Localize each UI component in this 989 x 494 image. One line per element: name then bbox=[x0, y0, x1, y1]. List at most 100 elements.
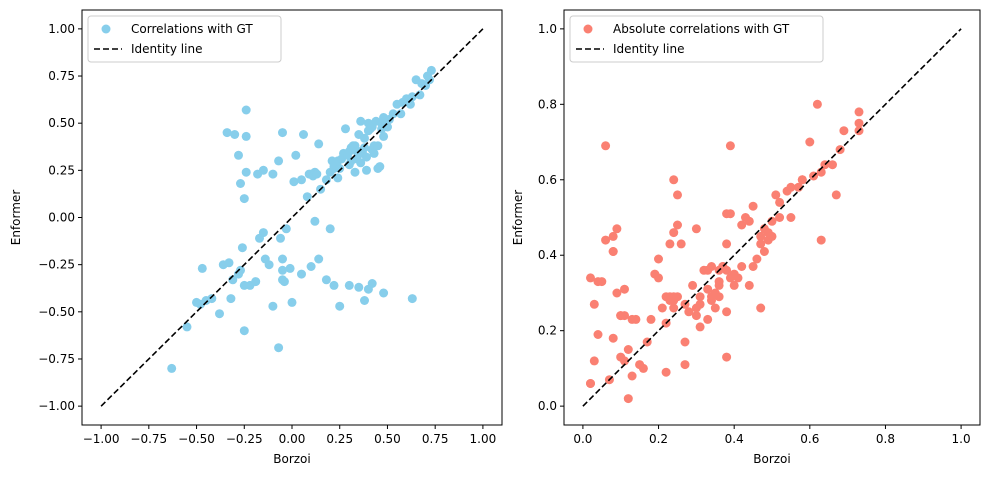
data-point bbox=[854, 118, 864, 128]
x-tick-label: 0.4 bbox=[725, 432, 744, 446]
x-tick-label: −0.50 bbox=[178, 432, 215, 446]
data-point bbox=[703, 284, 713, 294]
data-point bbox=[258, 228, 268, 238]
x-tick-label: −1.00 bbox=[83, 432, 120, 446]
data-point bbox=[407, 294, 417, 304]
data-point bbox=[236, 179, 245, 188]
data-point bbox=[722, 239, 732, 249]
x-tick-label: 0.2 bbox=[649, 432, 668, 446]
data-point bbox=[362, 165, 371, 175]
data-point bbox=[688, 280, 698, 290]
data-point bbox=[224, 258, 234, 268]
data-point bbox=[623, 394, 633, 404]
data-point bbox=[737, 220, 747, 230]
data-point bbox=[230, 130, 240, 139]
y-tick-label: −0.75 bbox=[38, 352, 75, 366]
data-point bbox=[314, 254, 324, 264]
legend-label-correlations: Correlations with GT bbox=[131, 22, 253, 36]
data-point bbox=[239, 194, 249, 204]
plot-frame bbox=[563, 9, 981, 426]
x-tick-label: 1.0 bbox=[952, 432, 971, 446]
data-point bbox=[831, 190, 841, 200]
x-tick-label: 1.00 bbox=[470, 432, 497, 446]
data-point bbox=[297, 269, 306, 279]
data-point bbox=[722, 265, 732, 275]
data-point bbox=[828, 160, 837, 170]
data-point bbox=[680, 337, 690, 347]
x-tick-label: 0.50 bbox=[374, 432, 401, 446]
data-point bbox=[646, 314, 656, 324]
data-point bbox=[812, 99, 822, 109]
data-point bbox=[344, 280, 354, 290]
data-point bbox=[805, 137, 815, 147]
data-point bbox=[356, 116, 366, 126]
data-point bbox=[278, 265, 287, 275]
data-point bbox=[236, 265, 245, 275]
data-point bbox=[279, 277, 289, 287]
data-point bbox=[703, 314, 713, 324]
data-point bbox=[601, 141, 611, 151]
y-tick-label: 0.00 bbox=[48, 211, 75, 225]
scatter-points bbox=[167, 65, 436, 373]
data-point bbox=[695, 322, 705, 332]
data-point bbox=[654, 273, 663, 283]
legend-marker-absolute-correlations bbox=[583, 24, 593, 34]
data-point bbox=[388, 109, 398, 119]
legend-label-identity: Identity line bbox=[613, 42, 684, 56]
data-point bbox=[285, 263, 295, 273]
data-point bbox=[786, 182, 796, 192]
data-point bbox=[623, 345, 633, 354]
data-point bbox=[268, 301, 278, 311]
data-point bbox=[665, 296, 675, 305]
data-point bbox=[274, 156, 284, 166]
data-point bbox=[759, 247, 769, 256]
data-point bbox=[241, 167, 251, 177]
legend: Correlations with GT Identity line bbox=[87, 15, 282, 63]
data-point bbox=[274, 343, 284, 353]
x-axis-ticks: 0.0 0.2 0.4 0.6 0.8 1.0 bbox=[573, 425, 971, 446]
data-point bbox=[234, 150, 243, 160]
data-point bbox=[310, 216, 320, 226]
data-point bbox=[289, 177, 299, 187]
x-tick-label: 0.00 bbox=[279, 432, 306, 446]
data-point bbox=[197, 263, 207, 273]
data-point bbox=[748, 262, 758, 271]
data-point bbox=[601, 235, 611, 245]
data-point bbox=[276, 233, 285, 243]
data-point bbox=[299, 130, 308, 139]
data-point bbox=[586, 379, 595, 388]
data-point bbox=[586, 273, 595, 283]
y-axis-label: Enformer bbox=[9, 190, 23, 246]
data-point bbox=[360, 133, 369, 143]
data-point bbox=[775, 213, 785, 222]
data-point bbox=[725, 141, 735, 151]
data-point bbox=[207, 294, 217, 304]
data-point bbox=[369, 148, 379, 158]
data-point bbox=[226, 294, 236, 304]
data-point bbox=[278, 254, 287, 264]
data-point bbox=[407, 92, 417, 102]
y-tick-label: 0.75 bbox=[48, 69, 75, 83]
data-point bbox=[695, 292, 705, 302]
y-tick-label: −0.50 bbox=[38, 305, 75, 319]
data-point bbox=[239, 326, 249, 336]
data-point bbox=[748, 201, 758, 211]
data-point bbox=[756, 231, 766, 241]
data-point bbox=[673, 190, 682, 200]
data-point bbox=[665, 239, 675, 249]
data-point bbox=[676, 239, 686, 249]
data-point bbox=[733, 273, 743, 283]
data-point bbox=[695, 299, 705, 309]
data-point bbox=[737, 262, 747, 271]
data-point bbox=[287, 297, 297, 307]
legend: Absolute correlations with GT Identity l… bbox=[569, 15, 824, 63]
data-point bbox=[691, 311, 701, 321]
y-tick-label: −0.25 bbox=[38, 258, 75, 272]
absolute-correlations-chart: 0.0 0.2 0.4 0.6 0.8 1.0 0.0 0.2 0.4 0.6 0.8 1.0 Bo… bbox=[511, 9, 981, 466]
data-point bbox=[608, 231, 618, 241]
data-point bbox=[722, 209, 732, 219]
data-point bbox=[291, 150, 301, 160]
y-tick-label: 0.4 bbox=[538, 248, 557, 262]
legend-marker-correlations bbox=[101, 24, 111, 34]
data-point bbox=[729, 280, 739, 290]
